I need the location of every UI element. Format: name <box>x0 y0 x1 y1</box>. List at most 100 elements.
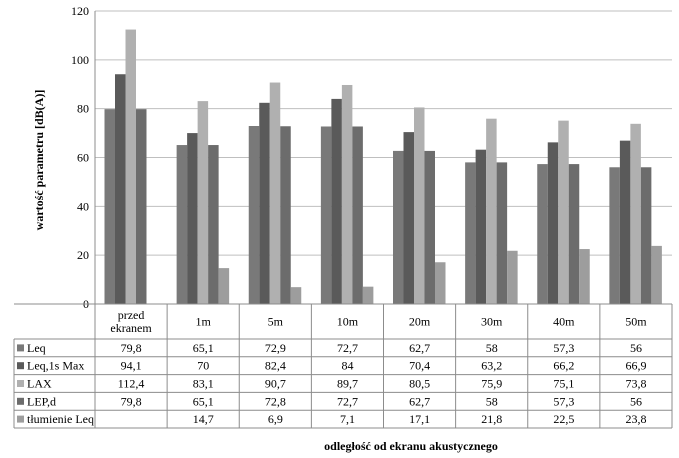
data-value: 70 <box>197 359 209 373</box>
bar <box>218 268 230 304</box>
data-value: 56 <box>630 394 642 408</box>
data-value: 66,2 <box>553 359 574 373</box>
data-value: 82,4 <box>265 359 286 373</box>
legend-label: tłumienie Leq <box>27 412 94 426</box>
bar <box>362 286 374 304</box>
data-value: 72,8 <box>265 394 286 408</box>
bar <box>208 145 219 304</box>
bar <box>197 101 209 304</box>
data-value: 75,1 <box>553 377 574 391</box>
data-value: 65,1 <box>193 394 214 408</box>
data-value: 112,4 <box>118 377 145 391</box>
data-value: 14,7 <box>193 412 214 426</box>
category-label: 10m <box>337 315 359 329</box>
bar <box>475 149 487 304</box>
bar <box>269 82 281 304</box>
bar <box>104 109 115 304</box>
data-value: 57,3 <box>553 341 574 355</box>
bar <box>558 120 569 305</box>
bar <box>609 167 620 304</box>
data-value: 65,1 <box>193 341 214 355</box>
legend-label: Leq <box>27 341 46 355</box>
bar <box>547 142 559 304</box>
bar <box>507 250 518 304</box>
data-value: 63,2 <box>481 359 502 373</box>
bar <box>331 98 342 305</box>
bar <box>651 245 662 304</box>
category-label: 1m <box>196 315 212 329</box>
data-value: 83,1 <box>193 377 214 391</box>
category-label: 50m <box>625 315 647 329</box>
category-label: przed ekranem <box>110 308 152 335</box>
data-value: 22,5 <box>553 412 574 426</box>
legend-label: LAX <box>27 377 52 391</box>
bars <box>104 29 662 305</box>
y-tick-label: 80 <box>77 102 89 116</box>
bar <box>619 140 631 304</box>
legend-swatch <box>17 397 24 405</box>
data-value: 62,7 <box>409 341 430 355</box>
bar <box>486 118 497 305</box>
data-value: 62,7 <box>409 394 430 408</box>
bar <box>341 84 353 304</box>
data-value: 70,4 <box>409 359 430 373</box>
bar <box>290 287 302 304</box>
bar <box>320 126 332 304</box>
bar <box>640 167 652 304</box>
legend-label: Leq,1s Max <box>27 359 84 373</box>
data-value: 94,1 <box>121 359 142 373</box>
data-value: 66,9 <box>625 359 646 373</box>
bar <box>136 109 147 304</box>
data-value: 72,7 <box>337 394 358 408</box>
data-value: 17,1 <box>409 412 430 426</box>
legend-swatch <box>17 380 24 387</box>
data-value: 57,3 <box>553 394 574 408</box>
bar <box>403 132 414 304</box>
legend-label: LEP,d <box>27 394 56 408</box>
bar <box>568 164 580 304</box>
data-value: 58 <box>486 394 498 408</box>
bar <box>435 262 446 304</box>
bar <box>537 164 548 304</box>
data-table: przed ekranem 1m 5m 10m 20m 30m 40m 50m Leq 79,8 65… <box>13 303 673 429</box>
data-value: 89,7 <box>337 377 358 391</box>
bar <box>579 249 590 304</box>
legend-swatch <box>17 344 24 352</box>
category-label: 5m <box>268 315 284 329</box>
data-value: 21,8 <box>481 412 502 426</box>
y-tick-label: 40 <box>77 199 89 213</box>
data-value: 79,8 <box>121 394 142 408</box>
data-value: 75,9 <box>481 377 502 391</box>
bar <box>352 126 363 304</box>
bar <box>414 107 425 304</box>
data-value: 56 <box>630 341 642 355</box>
y-tick-label: 20 <box>77 248 89 262</box>
data-value: 79,8 <box>121 341 142 355</box>
data-value: 73,8 <box>625 377 646 391</box>
category-label: 30m <box>481 315 503 329</box>
data-value: 90,7 <box>265 377 286 391</box>
y-tick-label: 100 <box>71 53 89 67</box>
data-value: 72,7 <box>337 341 358 355</box>
legend-swatch <box>17 362 24 370</box>
bar <box>187 133 198 304</box>
category-label: 20m <box>409 315 431 329</box>
bar <box>465 162 476 304</box>
bar <box>393 150 404 304</box>
y-tick-label: 120 <box>71 4 89 18</box>
bar <box>630 123 641 305</box>
bar <box>496 162 508 304</box>
bar <box>248 126 260 304</box>
category-label: 40m <box>553 315 575 329</box>
data-value: 84 <box>341 359 353 373</box>
x-axis-title: odległość od ekranu akustycznego <box>324 439 498 453</box>
bar <box>280 126 291 304</box>
bar <box>424 150 435 304</box>
y-tick-label: 60 <box>77 151 89 165</box>
bar <box>259 102 270 304</box>
bar <box>176 145 188 304</box>
data-value: 6,9 <box>268 412 283 426</box>
bar <box>115 74 126 304</box>
